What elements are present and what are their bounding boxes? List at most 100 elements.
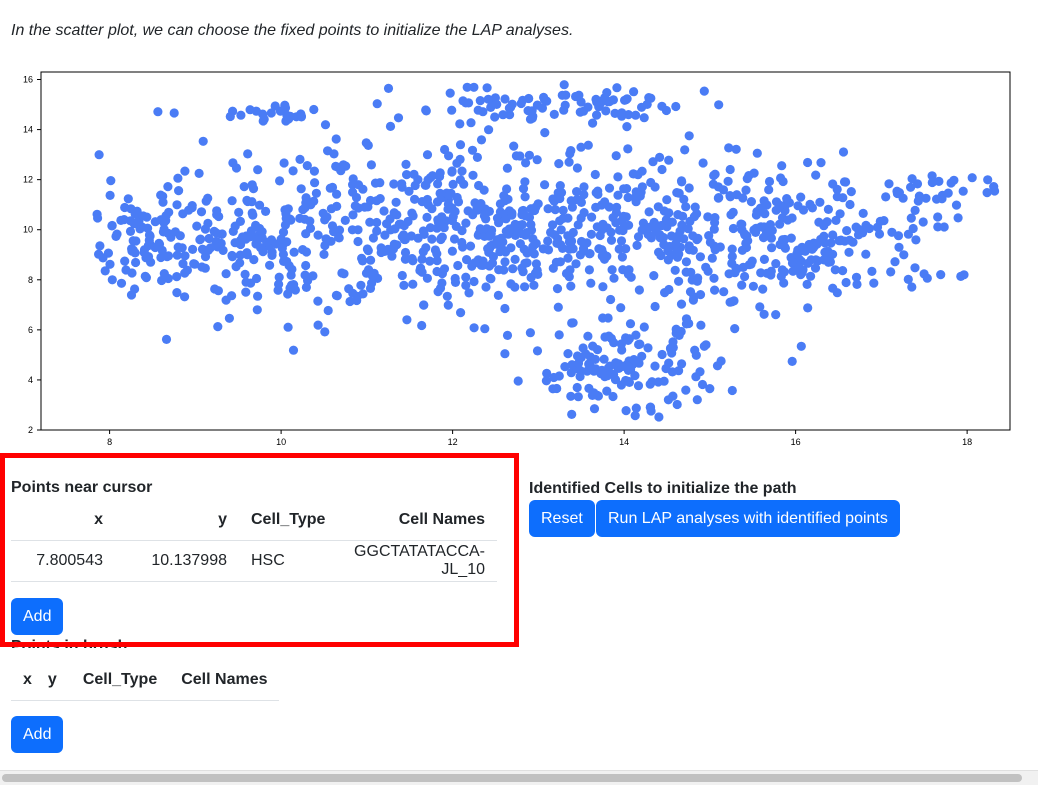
scatter-point[interactable] bbox=[553, 234, 563, 244]
scatter-point[interactable] bbox=[490, 112, 500, 122]
scatter-point[interactable] bbox=[609, 338, 619, 348]
scatter-point[interactable] bbox=[549, 196, 559, 206]
scatter-point[interactable] bbox=[510, 219, 520, 229]
scatter-point[interactable] bbox=[228, 158, 238, 168]
scatter-point[interactable] bbox=[242, 195, 252, 205]
scatter-point[interactable] bbox=[802, 279, 812, 289]
scatter-point[interactable] bbox=[327, 182, 338, 192]
scatter-point[interactable] bbox=[390, 224, 400, 234]
scatter-point[interactable] bbox=[358, 184, 368, 194]
scatter-point[interactable] bbox=[634, 285, 645, 295]
scatter-point[interactable] bbox=[125, 226, 136, 236]
scatter-point[interactable] bbox=[563, 349, 573, 359]
scatter-point[interactable] bbox=[286, 270, 296, 280]
scatter-point[interactable] bbox=[153, 107, 163, 117]
scatter-point[interactable] bbox=[838, 266, 848, 276]
scatter-point[interactable] bbox=[664, 284, 674, 295]
scatter-point[interactable] bbox=[737, 280, 747, 290]
scatter-point[interactable] bbox=[766, 266, 776, 276]
scatter-point[interactable] bbox=[657, 164, 667, 175]
scatter-point[interactable] bbox=[301, 260, 311, 271]
scatter-point[interactable] bbox=[606, 294, 616, 305]
scatter-point[interactable] bbox=[599, 254, 610, 264]
scatter-point[interactable] bbox=[749, 168, 759, 178]
scatter-point[interactable] bbox=[910, 263, 920, 273]
scatter-point[interactable] bbox=[611, 218, 621, 228]
scatter-point[interactable] bbox=[806, 271, 816, 281]
scatter-point[interactable] bbox=[707, 253, 717, 263]
scatter-point[interactable] bbox=[116, 215, 126, 225]
scatter-point[interactable] bbox=[300, 270, 310, 280]
scatter-point[interactable] bbox=[554, 159, 564, 169]
scatter-point[interactable] bbox=[419, 300, 429, 310]
scatter-point[interactable] bbox=[949, 175, 959, 185]
scatter-point[interactable] bbox=[525, 114, 536, 124]
scatter-point[interactable] bbox=[475, 96, 485, 106]
scatter-point[interactable] bbox=[583, 331, 593, 341]
scatter-point[interactable] bbox=[741, 185, 751, 195]
scatter-point[interactable] bbox=[571, 259, 581, 269]
scatter-point[interactable] bbox=[600, 197, 610, 207]
scatter-point[interactable] bbox=[645, 402, 656, 412]
scatter-point[interactable] bbox=[839, 177, 850, 187]
scatter-point[interactable] bbox=[579, 190, 589, 200]
scatter-point[interactable] bbox=[417, 254, 427, 264]
scatter-point[interactable] bbox=[590, 169, 600, 180]
scatter-point[interactable] bbox=[432, 266, 442, 277]
scatter-point[interactable] bbox=[522, 258, 532, 268]
scatter-point[interactable] bbox=[368, 233, 378, 243]
scatter-point[interactable] bbox=[172, 288, 182, 298]
scatter-point[interactable] bbox=[482, 83, 492, 93]
scatter-point[interactable] bbox=[676, 326, 686, 337]
scatter-point[interactable] bbox=[448, 179, 458, 189]
scatter-point[interactable] bbox=[500, 257, 510, 267]
scatter-point[interactable] bbox=[927, 177, 937, 188]
scatter-point[interactable] bbox=[421, 180, 431, 190]
scatter-point[interactable] bbox=[643, 343, 653, 353]
scatter-point[interactable] bbox=[248, 184, 259, 194]
scatter-point[interactable] bbox=[759, 309, 769, 319]
scatter-point[interactable] bbox=[416, 263, 426, 273]
scatter-point[interactable] bbox=[470, 258, 480, 268]
scatter-point[interactable] bbox=[989, 182, 999, 192]
scatter-point[interactable] bbox=[367, 278, 377, 288]
scatter-point[interactable] bbox=[111, 231, 121, 241]
scatter-plot[interactable]: 8 10 12 14 16 18 2 4 6 8 10 12 14 16 bbox=[0, 66, 1038, 452]
scatter-point[interactable] bbox=[666, 344, 676, 354]
scatter-point[interactable] bbox=[245, 232, 255, 242]
scatter-point[interactable] bbox=[490, 93, 500, 103]
scatter-point[interactable] bbox=[310, 178, 320, 188]
scatter-point[interactable] bbox=[485, 243, 495, 253]
scatter-point[interactable] bbox=[203, 218, 213, 228]
scatter-point[interactable] bbox=[819, 255, 829, 265]
scatter-point[interactable] bbox=[522, 248, 532, 258]
scatter-point[interactable] bbox=[178, 259, 188, 269]
scatter-point[interactable] bbox=[953, 213, 963, 223]
scatter-point[interactable] bbox=[604, 97, 615, 107]
scatter-point[interactable] bbox=[632, 240, 642, 250]
scatter-point[interactable] bbox=[764, 185, 774, 195]
scatter-point[interactable] bbox=[617, 108, 627, 118]
scatter-point[interactable] bbox=[884, 179, 894, 189]
scatter-point[interactable] bbox=[353, 203, 364, 213]
scatter-point[interactable] bbox=[463, 206, 473, 216]
scatter-point[interactable] bbox=[472, 204, 482, 214]
scatter-point[interactable] bbox=[767, 225, 777, 236]
scatter-point[interactable] bbox=[280, 100, 290, 110]
scatter-point[interactable] bbox=[225, 111, 235, 122]
scatter-point[interactable] bbox=[631, 110, 641, 120]
scatter-point[interactable] bbox=[94, 150, 104, 160]
scatter-point[interactable] bbox=[575, 107, 585, 117]
scatter-point[interactable] bbox=[157, 245, 167, 255]
scatter-point[interactable] bbox=[836, 235, 846, 245]
scatter-point[interactable] bbox=[710, 169, 720, 179]
scatter-point[interactable] bbox=[690, 345, 700, 355]
scatter-point[interactable] bbox=[759, 254, 770, 264]
reset-button[interactable]: Reset bbox=[529, 500, 595, 537]
scatter-point[interactable] bbox=[158, 227, 168, 237]
scatter-point[interactable] bbox=[697, 379, 708, 390]
scatter-point[interactable] bbox=[107, 275, 117, 285]
scatter-point[interactable] bbox=[313, 230, 323, 240]
scatter-point[interactable] bbox=[235, 258, 245, 268]
scatter-point[interactable] bbox=[282, 256, 292, 267]
